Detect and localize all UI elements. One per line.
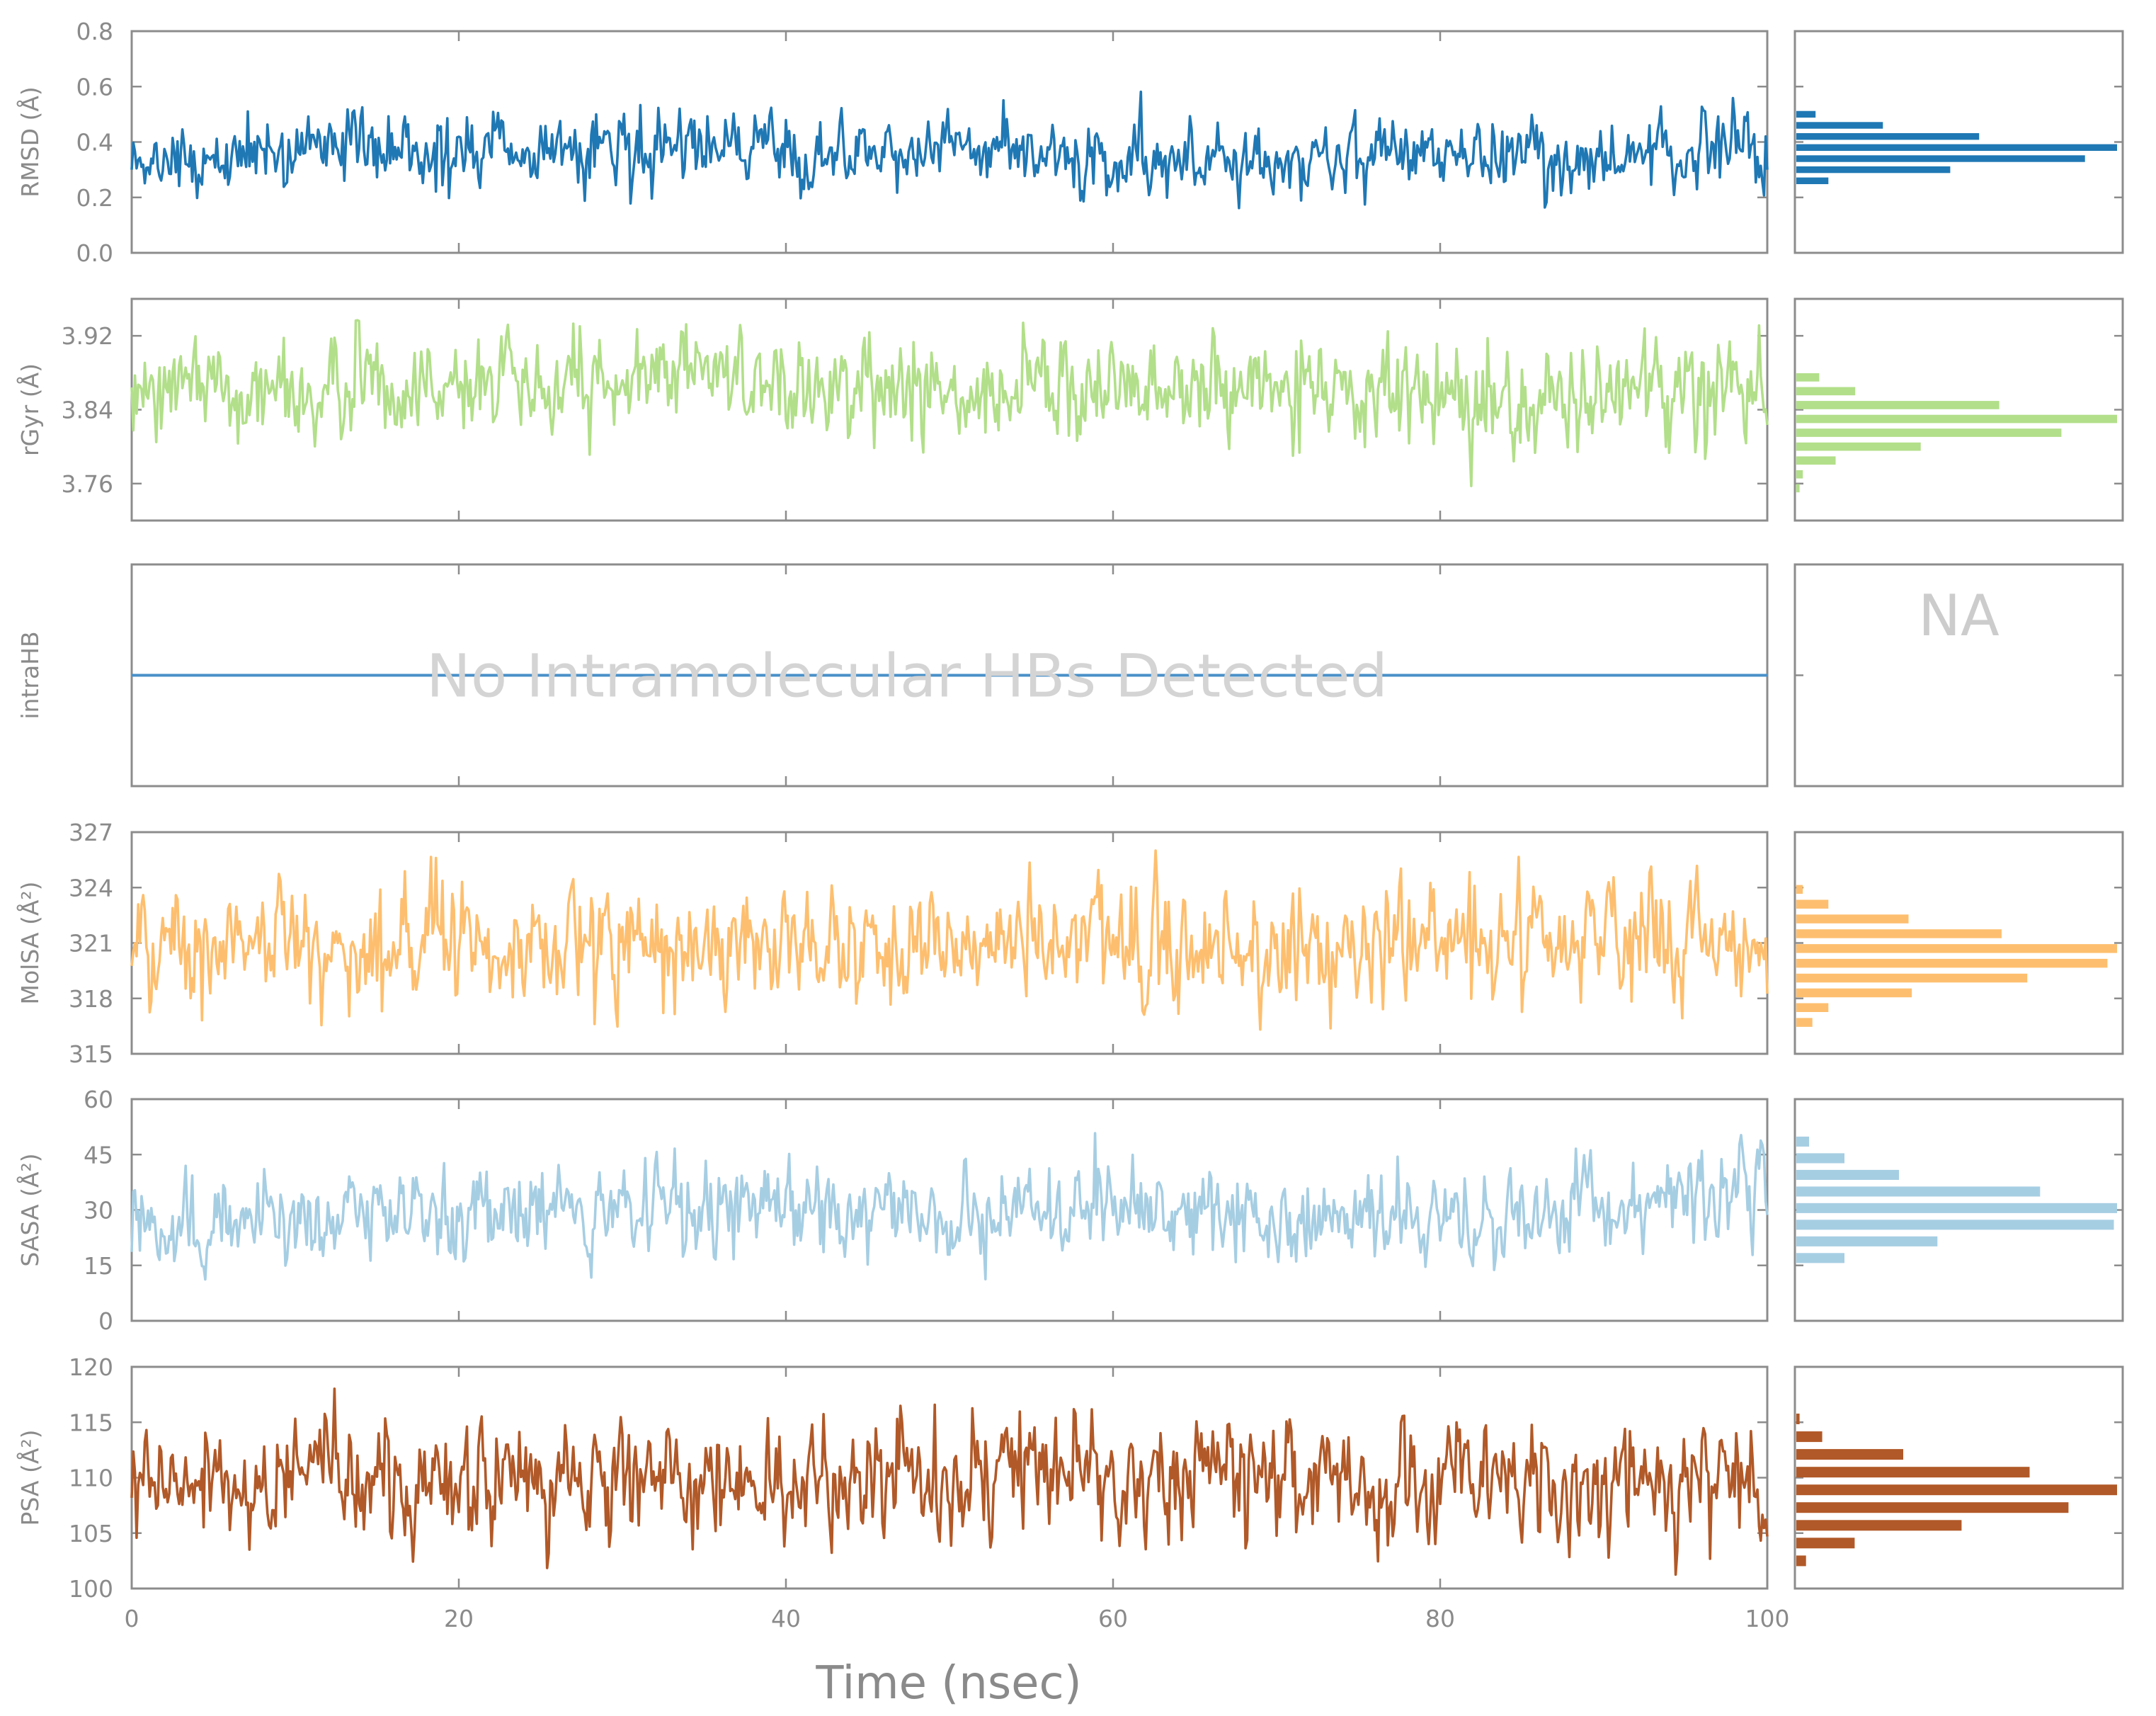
psa-y-tick-label: 105 xyxy=(69,1520,113,1547)
x-tick-label: 80 xyxy=(1425,1605,1455,1632)
rgyr-histogram-bar xyxy=(1796,387,1856,396)
rgyr-histogram-bar xyxy=(1796,401,2000,409)
molsa-series-line xyxy=(130,849,1769,1031)
molsa-histogram-bar xyxy=(1796,973,2028,983)
rgyr-y-tick-label: 3.76 xyxy=(62,470,113,498)
psa-histogram-bar xyxy=(1796,1538,1855,1549)
rgyr-histogram-bar xyxy=(1796,373,1820,382)
molsa-y-tick-label: 324 xyxy=(69,874,113,902)
psa-histogram-bar xyxy=(1796,1555,1806,1567)
rmsd-y-tick-label: 0.4 xyxy=(76,129,113,157)
psa-histogram-bar xyxy=(1796,1414,1800,1424)
rgyr-histogram-bar xyxy=(1796,442,1921,451)
panel-psa: 100 105 110 115 120 PSA (Å²) 0 20 40 60 80 100 xyxy=(16,1353,2124,1632)
molsa-histogram-bar xyxy=(1796,958,2108,968)
psa-histogram-frame xyxy=(1793,1365,2124,1590)
sasa-y-tick-label: 45 xyxy=(84,1141,113,1169)
rgyr-histogram-bar xyxy=(1796,456,1836,465)
psa-y-tick-label: 115 xyxy=(69,1409,113,1436)
molsa-histogram-bar xyxy=(1796,899,1829,909)
rmsd-y-axis-title: RMSD (Å) xyxy=(16,86,44,198)
intrahb-y-axis-title: intraHB xyxy=(16,631,44,719)
sasa-y-tick-label: 0 xyxy=(98,1307,113,1335)
sasa-histogram-bar xyxy=(1796,1203,2117,1213)
molsa-y-tick-label: 318 xyxy=(69,985,113,1013)
x-tick-label: 40 xyxy=(771,1605,801,1632)
rgyr-histogram-frame xyxy=(1793,297,2124,522)
psa-y-tick-label: 110 xyxy=(69,1465,113,1492)
rgyr-histogram-bar xyxy=(1796,470,1803,479)
rgyr-histogram-bar xyxy=(1796,484,1800,493)
psa-histogram-bar xyxy=(1796,1449,1903,1460)
sasa-y-tick-label: 30 xyxy=(84,1197,113,1225)
x-tick-label: 100 xyxy=(1745,1605,1790,1632)
rmsd-histogram-frame xyxy=(1793,30,2124,254)
panel-rmsd: 0.0 0.2 0.4 0.6 0.8 RMSD (Å) xyxy=(16,18,2124,267)
panel-sasa: 0 15 30 45 60 SASA (Å²) xyxy=(16,1086,2124,1335)
rmsd-y-tick-label: 0.0 xyxy=(76,239,113,267)
rmsd-y-tick-label: 0.6 xyxy=(76,73,113,101)
psa-y-tick-label: 100 xyxy=(69,1575,113,1603)
molsa-histogram-frame xyxy=(1793,831,2124,1055)
sasa-y-tick-label: 15 xyxy=(84,1252,113,1280)
molsa-histogram-bar xyxy=(1796,944,2117,953)
psa-y-tick-label: 120 xyxy=(69,1353,113,1381)
panel-intrahb: intraHB No Intramolecular HBs Detected NA xyxy=(16,563,2124,788)
molsa-histogram-bar xyxy=(1796,1018,1813,1027)
rmsd-histogram-bar xyxy=(1796,177,1829,184)
intrahb-note-text: No Intramolecular HBs Detected xyxy=(426,642,1388,711)
sasa-histogram-bar xyxy=(1796,1153,1844,1164)
sasa-histogram-bar xyxy=(1796,1186,2041,1197)
molsa-y-tick-label: 327 xyxy=(69,819,113,846)
molsa-histogram-bar xyxy=(1796,929,2002,938)
x-tick-label: 60 xyxy=(1098,1605,1128,1632)
rmsd-y-tick-label: 0.2 xyxy=(76,184,113,212)
molsa-histogram-bar xyxy=(1796,1003,1829,1012)
x-axis-title: Time (nsec) xyxy=(815,1657,1081,1710)
rmsd-histogram-bar xyxy=(1796,110,1816,118)
molsa-y-tick-label: 315 xyxy=(69,1040,113,1068)
sasa-histogram-bar xyxy=(1796,1220,2114,1230)
psa-histogram-bar xyxy=(1796,1502,2069,1513)
sasa-histogram-bar xyxy=(1796,1136,1810,1147)
psa-y-axis-title: PSA (Å²) xyxy=(16,1429,44,1525)
intrahb-histogram-na: NA xyxy=(1918,583,2000,649)
panels-layer: 0.0 0.2 0.4 0.6 0.8 RMSD (Å) 3.76 3.84 3.92 rGyr … xyxy=(16,18,2124,1632)
panel-rgyr: 3.76 3.84 3.92 rGyr (Å) xyxy=(16,297,2124,522)
rmsd-histogram-bar xyxy=(1796,122,1883,129)
rgyr-y-tick-label: 3.92 xyxy=(62,322,113,350)
panel-molsa: 315 318 321 324 327 MolSA (Å²) xyxy=(16,819,2124,1068)
rgyr-histogram-bar xyxy=(1796,414,2117,424)
molsa-histogram-bar xyxy=(1796,988,1912,998)
sasa-histogram-bar xyxy=(1796,1169,1899,1180)
rmsd-histogram-bar xyxy=(1796,133,1980,140)
sasa-histogram-bar xyxy=(1796,1253,1844,1263)
sasa-histogram-bar xyxy=(1796,1236,1938,1246)
molsa-histogram-bar xyxy=(1796,914,1909,924)
sasa-y-tick-label: 60 xyxy=(84,1086,113,1113)
sasa-plot-frame xyxy=(130,1098,1769,1322)
psa-histogram-bar xyxy=(1796,1467,2030,1478)
rgyr-series-line xyxy=(130,319,1769,488)
molsa-y-tick-label: 321 xyxy=(69,930,113,958)
rmsd-y-tick-label: 0.8 xyxy=(76,18,113,45)
sasa-series-line xyxy=(130,1132,1769,1281)
x-tick-label: 0 xyxy=(125,1605,139,1632)
sasa-y-axis-title: SASA (Å²) xyxy=(16,1153,44,1266)
psa-histogram-bar xyxy=(1796,1484,2117,1496)
rmsd-series-line xyxy=(130,90,1769,210)
x-tick-label: 20 xyxy=(444,1605,474,1632)
molsa-histogram-bar xyxy=(1796,885,1803,894)
psa-series-line xyxy=(130,1387,1769,1576)
rmsd-histogram-bar xyxy=(1796,144,2117,151)
rmsd-histogram-bar xyxy=(1796,166,1951,174)
molsa-y-axis-title: MolSA (Å²) xyxy=(16,881,44,1004)
psa-histogram-bar xyxy=(1796,1431,1823,1443)
rmsd-histogram-bar xyxy=(1796,155,2085,162)
rgyr-y-axis-title: rGyr (Å) xyxy=(16,363,44,456)
rgyr-histogram-bar xyxy=(1796,428,2062,437)
psa-histogram-bar xyxy=(1796,1520,1962,1531)
rgyr-y-tick-label: 3.84 xyxy=(62,397,113,424)
